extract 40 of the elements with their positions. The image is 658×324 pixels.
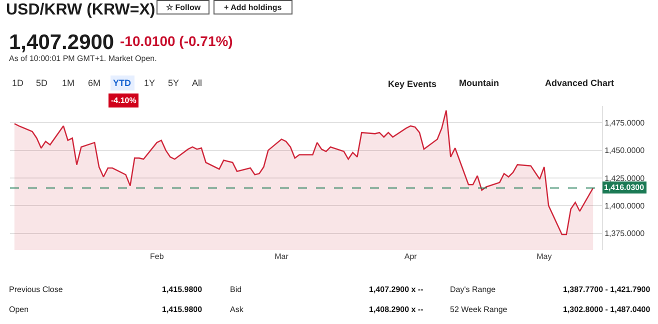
text: 52 Week Range (450, 305, 508, 314)
text: 1,407.2900 x -- (369, 285, 424, 294)
y-tick-label: 1,425.0000 (604, 174, 646, 183)
text: -4.10% (111, 96, 136, 105)
text: 1M (62, 78, 75, 88)
x-tick-label: May (536, 252, 552, 261)
text: + Add holdings (224, 3, 282, 12)
y-tick-label: 1,450.0000 (604, 146, 646, 156)
text: ☆ Follow (166, 3, 202, 12)
text: 1,415.9800 (162, 285, 203, 294)
text: YTD (113, 78, 132, 88)
text: Ask (230, 305, 244, 314)
text: 1,408.2900 x -- (369, 305, 424, 314)
ref-line-label: 1,416.0300 (604, 183, 645, 192)
text: 6M (88, 78, 101, 88)
text: 1,302.8000 - 1,487.0400 (563, 305, 651, 314)
x-tick-label: Feb (150, 252, 164, 261)
text: Key Events (388, 79, 437, 89)
x-tick-label: Mar (274, 252, 289, 261)
text: Mountain (459, 78, 499, 88)
y-tick-label: 1,375.0000 (604, 229, 646, 238)
text: 5D (36, 78, 48, 88)
text: 1,415.9800 (162, 305, 203, 314)
text: 1,407.2900 (9, 31, 114, 54)
text: Advanced Chart (545, 78, 614, 88)
text: Open (9, 305, 29, 314)
x-tick-label: Apr (404, 252, 418, 261)
chart-title: USD/KRW (KRW=X) (6, 2, 156, 19)
text: -10.0100 (-0.71%) (120, 33, 233, 49)
text: All (192, 78, 202, 88)
text: Previous Close (9, 285, 64, 294)
text: 1Y (144, 78, 156, 88)
text: 1,387.7700 - 1,421.7900 (563, 285, 651, 294)
y-tick-label: 1,400.0000 (604, 201, 646, 210)
text: 1D (12, 78, 24, 88)
text: Day's Range (450, 285, 496, 294)
text: 5Y (168, 78, 180, 88)
text: Bid (230, 285, 242, 294)
text: As of 10:00:01 PM GMT+1. Market Open. (9, 54, 157, 63)
y-tick-label: 1,475.0000 (604, 118, 646, 128)
